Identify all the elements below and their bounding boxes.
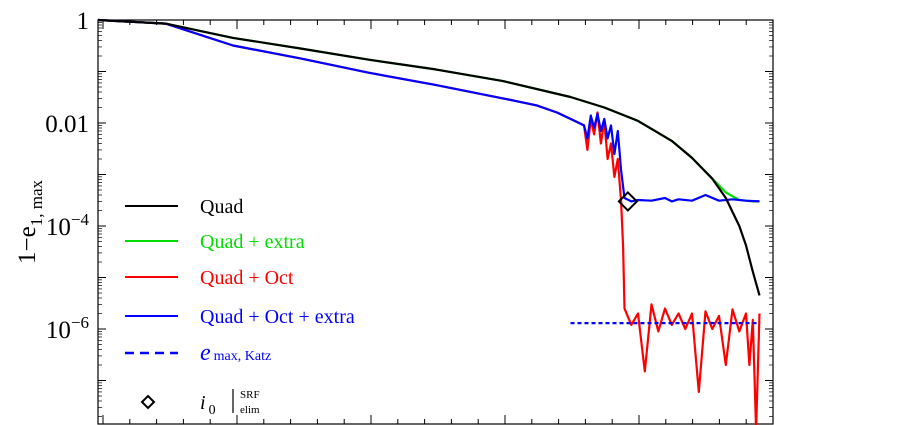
legend-swatch-5	[140, 394, 156, 410]
y-tick-label-0: 1	[77, 8, 90, 35]
series-line-quad-oct-extra	[97, 18, 760, 203]
legend-sup-label: SRF	[240, 389, 260, 401]
legend-label-2: Quad + Oct	[200, 267, 294, 289]
legend-label-1: Quad + extra	[200, 231, 305, 253]
marker-diamond	[617, 191, 639, 212]
y-axis-label: 1−e1, max	[14, 180, 46, 264]
legend-sub-label: elim	[240, 404, 260, 416]
y-tick-label-3: 10−6	[46, 313, 89, 344]
y-tick-label-1: 0.01	[45, 111, 89, 138]
legend-label-4: e max, Katz	[200, 340, 271, 366]
legend: Quad Quad + extra Quad + Oct Quad + Oct + e…	[125, 196, 355, 418]
plot-frame	[97, 19, 774, 425]
y-tick-labels: 1 0.01 10−4 10−6	[45, 8, 89, 344]
series-line-quad-oct	[97, 18, 761, 425]
y-tick-label-2: 10−4	[46, 210, 90, 241]
series-line-quad-extra	[97, 18, 760, 203]
legend-label-0: Quad	[200, 196, 243, 218]
series-layer	[97, 18, 761, 425]
series-line-quad	[97, 18, 761, 296]
legend-label-3: Quad + Oct + extra	[200, 306, 355, 328]
marker-layer	[617, 191, 639, 212]
